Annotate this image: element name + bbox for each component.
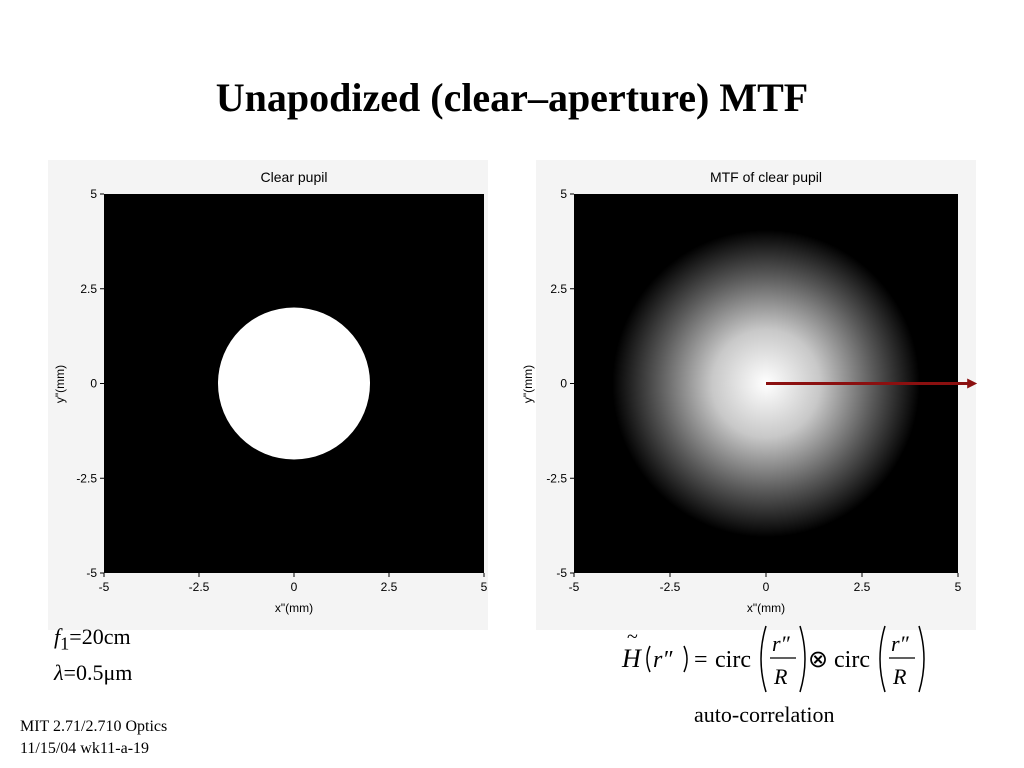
wavelength-symbol: λ — [54, 660, 64, 686]
course-name: MIT 2.71/2.710 Optics — [20, 718, 168, 735]
x-tick-label: -5 — [99, 580, 110, 594]
paren-close — [799, 625, 806, 693]
y-tick-label: 2.5 — [80, 282, 97, 296]
clear-pupil-chart: Clear pupil -5 -2.5 0 2.5 5 5 2.5 0 -2.5 -5 x"(mm… — [53, 169, 488, 615]
formula-denominator-1: R — [773, 664, 788, 689]
formula-circ-2: circ — [834, 647, 870, 673]
y-tick-label: -5 — [86, 566, 97, 580]
y-axis-label: y"(mm) — [53, 365, 67, 403]
focal-length: f1=20cm — [54, 622, 132, 658]
formula-circ-1: circ — [715, 647, 751, 673]
y-axis-label: y"(mm) — [521, 365, 535, 403]
formula-numerator-1: r″ — [772, 631, 791, 656]
mtf-arrow-head — [967, 378, 978, 389]
formula-numerator-2: r″ — [891, 631, 910, 656]
slide-title: Unapodized (clear–aperture) MTF — [215, 75, 809, 120]
axis-ticks: -5 -2.5 0 2.5 5 5 2.5 0 -2.5 -5 — [546, 187, 961, 594]
focal-length-value: =20cm — [69, 624, 131, 649]
focal-length-symbol: f — [54, 624, 61, 649]
auto-correlation-caption: auto-correlation — [694, 702, 835, 727]
y-tick-label: 2.5 — [550, 282, 567, 296]
mtf-formula: ~ H r″ = circ r″ R ⊗ circ r″ R — [621, 625, 925, 693]
y-tick-label: -2.5 — [76, 471, 97, 485]
x-tick-label: -5 — [569, 580, 580, 594]
y-tick-label: -5 — [556, 566, 567, 580]
paren-close — [683, 645, 688, 673]
wavelength: λ=0.5μm — [54, 658, 132, 688]
y-tick-label: -2.5 — [546, 471, 567, 485]
x-tick-label: 2.5 — [381, 580, 398, 594]
formula-equals: = — [694, 647, 708, 673]
y-tick-label: 5 — [560, 187, 567, 201]
pupil-disc — [218, 307, 370, 460]
paren-open — [646, 645, 651, 673]
formula-denominator-2: R — [892, 664, 907, 689]
focal-length-subscript: 1 — [60, 633, 70, 654]
x-axis-label: x"(mm) — [275, 601, 313, 615]
formula-lhs-arg: r″ — [653, 647, 673, 673]
system-parameters: f1=20cm λ=0.5μm — [54, 622, 132, 688]
slide-footer: MIT 2.71/2.710 Optics 11/15/04 wk11-a-19 — [20, 716, 167, 760]
formula-tilde: ~ — [627, 626, 638, 648]
y-tick-label: 0 — [90, 377, 97, 391]
chart-title: MTF of clear pupil — [710, 169, 822, 185]
paren-close — [918, 625, 925, 693]
formula-convolution: ⊗ — [808, 647, 828, 673]
chart-title: Clear pupil — [261, 169, 328, 185]
x-axis-label: x"(mm) — [747, 601, 785, 615]
paren-open — [879, 625, 886, 693]
x-tick-label: 2.5 — [854, 580, 871, 594]
x-tick-label: 0 — [291, 580, 298, 594]
x-tick-label: 5 — [955, 580, 962, 594]
x-tick-label: -2.5 — [189, 580, 210, 594]
formula-lhs-symbol: H — [621, 644, 642, 673]
x-tick-label: 0 — [763, 580, 770, 594]
paren-open — [760, 625, 767, 693]
x-tick-label: 5 — [481, 580, 488, 594]
axis-ticks: -5 -2.5 0 2.5 5 5 2.5 0 -2.5 -5 — [76, 187, 487, 594]
wavelength-value: =0.5μm — [63, 660, 133, 686]
slide-id: 11/15/04 wk11-a-19 — [20, 740, 150, 757]
y-tick-label: 0 — [560, 377, 567, 391]
mtf-chart: MTF of clear pupil -5 -2.5 0 2.5 552.50-2.5-… — [521, 169, 978, 615]
y-tick-label: 5 — [90, 187, 97, 201]
x-tick-label: -2.5 — [660, 580, 681, 594]
